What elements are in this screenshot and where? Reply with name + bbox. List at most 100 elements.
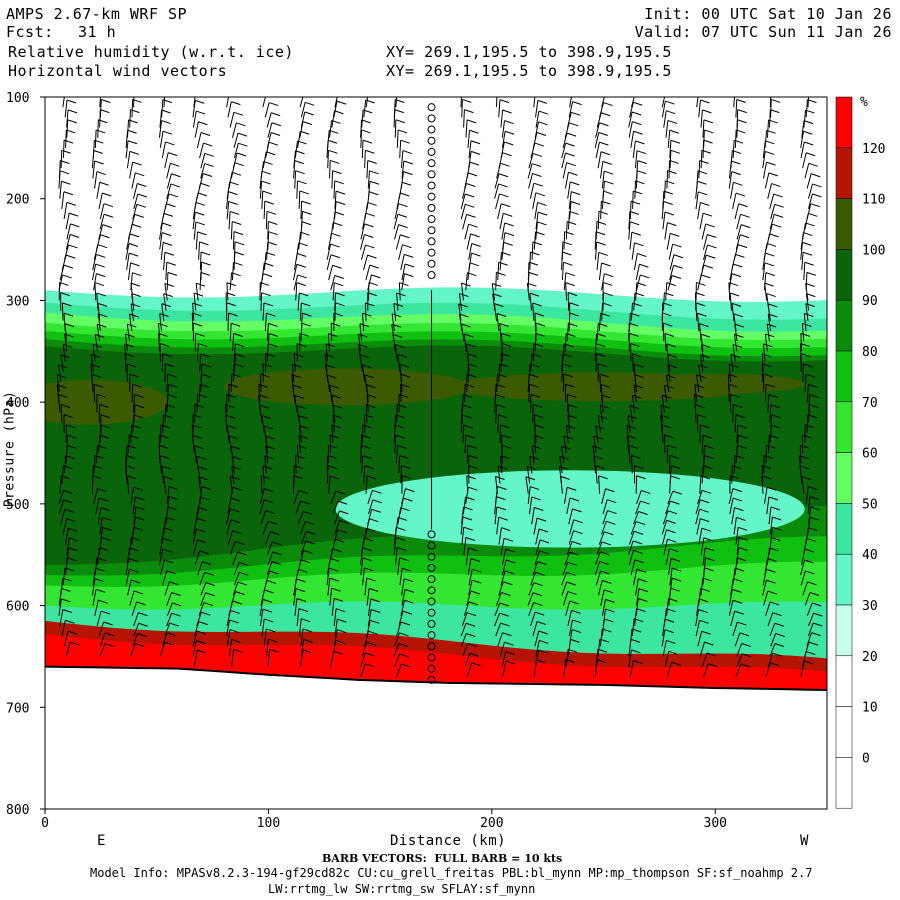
wind-barb-shaft bbox=[262, 521, 269, 535]
wind-barb-feather bbox=[398, 224, 408, 229]
wind-barb-feather bbox=[165, 404, 176, 409]
wind-barb-feather bbox=[530, 251, 540, 256]
wind-barb-shaft bbox=[668, 455, 671, 474]
wind-barb-shaft bbox=[192, 435, 195, 454]
wind-barb-shaft bbox=[131, 99, 134, 118]
wind-barb-shaft bbox=[127, 475, 130, 494]
wind-barb-shaft bbox=[462, 183, 467, 199]
wind-barb-shaft bbox=[730, 354, 734, 372]
wind-barb-feather bbox=[737, 109, 747, 114]
wind-barb-feather bbox=[130, 109, 140, 114]
wind-barb-shaft bbox=[326, 374, 331, 393]
wind-barb-shaft bbox=[161, 465, 165, 484]
wind-barb-shaft bbox=[808, 612, 814, 627]
wind-barb-feather bbox=[470, 140, 481, 145]
wind-barb-shaft bbox=[695, 191, 699, 209]
wind-barb-feather bbox=[400, 192, 410, 197]
wind-barb-shaft bbox=[801, 120, 805, 138]
wind-barb-feather bbox=[200, 251, 211, 256]
wind-barb-shaft bbox=[332, 415, 336, 433]
wind-barb-shaft bbox=[767, 653, 774, 667]
wind-barb-shaft bbox=[698, 160, 701, 179]
wind-barb-feather bbox=[131, 424, 141, 429]
wind-barb-feather bbox=[325, 364, 335, 369]
wind-barb-shaft bbox=[393, 643, 400, 657]
wind-barb-shaft bbox=[61, 620, 66, 637]
wind-barb-shaft bbox=[133, 394, 135, 413]
wind-barb-feather bbox=[195, 211, 205, 216]
wind-barb-shaft bbox=[162, 414, 164, 433]
wind-barb-shaft bbox=[564, 551, 571, 566]
calm-wind-circle bbox=[427, 664, 436, 673]
wind-barb-shaft bbox=[228, 435, 232, 454]
wind-barb-feather bbox=[124, 343, 134, 348]
wind-barb-shaft bbox=[226, 519, 232, 535]
wind-barb-feather bbox=[768, 172, 778, 177]
wind-barb-shaft bbox=[65, 213, 70, 230]
wind-barb-feather bbox=[527, 466, 537, 471]
wind-barb-feather bbox=[809, 89, 818, 92]
wind-barb-feather bbox=[301, 200, 311, 205]
wind-barb-feather bbox=[701, 343, 711, 348]
wind-barb-shaft bbox=[367, 598, 372, 616]
wind-barb-shaft bbox=[669, 150, 672, 169]
wind-barb-feather bbox=[172, 602, 182, 607]
wind-barb-feather bbox=[192, 434, 203, 439]
wind-barb-feather bbox=[706, 652, 717, 657]
wind-barb-shaft bbox=[460, 516, 464, 535]
wind-barb-shaft bbox=[194, 121, 199, 138]
wind-barb-feather bbox=[334, 110, 344, 115]
wind-barb-shaft bbox=[266, 112, 272, 128]
wind-barb-shaft bbox=[99, 97, 101, 108]
wind-barb-shaft bbox=[702, 455, 706, 474]
wind-barb-shaft bbox=[94, 282, 97, 301]
wind-barb-feather bbox=[813, 622, 823, 627]
wind-barb-feather bbox=[102, 526, 112, 531]
wind-barb-shaft bbox=[728, 384, 730, 403]
wind-barb-shaft bbox=[327, 558, 331, 576]
colorbar-tick-label: 100 bbox=[862, 243, 885, 258]
wind-barb-shaft bbox=[467, 130, 471, 148]
wind-barb-feather bbox=[770, 404, 781, 409]
wind-barb-shaft bbox=[663, 539, 668, 555]
wind-barb-feather bbox=[733, 139, 744, 144]
wind-barb-feather bbox=[365, 212, 375, 217]
wind-barb-feather bbox=[193, 292, 204, 297]
wind-barb-shaft bbox=[497, 203, 502, 220]
wind-barb-feather bbox=[501, 203, 511, 208]
wind-barb-shaft bbox=[62, 344, 66, 362]
wind-barb-feather bbox=[806, 152, 816, 157]
wind-barb-shaft bbox=[566, 497, 571, 515]
colorbar-tick-label: 80 bbox=[862, 345, 878, 360]
wind-barb-feather bbox=[569, 302, 579, 307]
wind-barb-shaft bbox=[400, 374, 403, 393]
wind-barb-feather bbox=[165, 363, 175, 368]
wind-barb-shaft bbox=[358, 334, 362, 352]
wind-barb-feather bbox=[328, 149, 338, 154]
wind-barb-shaft bbox=[62, 567, 66, 586]
wind-barb-shaft bbox=[465, 547, 470, 565]
wind-barb-shaft bbox=[293, 253, 298, 270]
wind-barb-shaft bbox=[400, 254, 405, 271]
wind-barb-shaft bbox=[494, 506, 498, 525]
wind-barb-feather bbox=[463, 506, 473, 511]
wind-barb-shaft bbox=[400, 600, 405, 616]
wind-barb-feather bbox=[533, 343, 544, 348]
wind-barb-feather bbox=[601, 541, 612, 546]
wind-barb-shaft bbox=[132, 633, 139, 647]
wind-barb-shaft bbox=[805, 283, 809, 301]
wind-barb-shaft bbox=[532, 302, 535, 321]
wind-barb-feather bbox=[330, 557, 340, 562]
x-tick-label: 0 bbox=[41, 816, 49, 831]
wind-barb-feather bbox=[699, 323, 709, 328]
wind-barb-shaft bbox=[233, 353, 237, 372]
wind-barb-feather bbox=[700, 333, 711, 338]
wind-barb-feather bbox=[370, 598, 380, 603]
wind-barb-feather bbox=[670, 232, 680, 237]
wind-barb-shaft bbox=[362, 567, 365, 586]
wind-barb-shaft bbox=[697, 202, 701, 220]
wind-barb-shaft bbox=[65, 445, 68, 464]
wind-barb-feather bbox=[638, 598, 648, 602]
wind-barb-feather bbox=[63, 499, 73, 504]
wind-barb-feather bbox=[536, 621, 547, 626]
